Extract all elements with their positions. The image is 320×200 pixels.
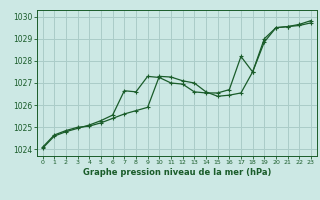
X-axis label: Graphe pression niveau de la mer (hPa): Graphe pression niveau de la mer (hPa): [83, 168, 271, 177]
